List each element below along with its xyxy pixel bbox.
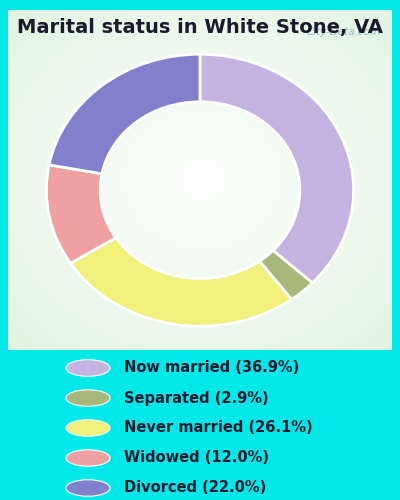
Circle shape [66, 480, 110, 496]
Circle shape [66, 450, 110, 466]
Text: Never married (26.1%): Never married (26.1%) [124, 420, 313, 436]
Text: Divorced (22.0%): Divorced (22.0%) [124, 480, 266, 496]
Wedge shape [46, 165, 116, 264]
Circle shape [66, 420, 110, 436]
Text: Widowed (12.0%): Widowed (12.0%) [124, 450, 269, 466]
Text: City-Data.com: City-Data.com [306, 27, 380, 37]
Text: Marital status in White Stone, VA: Marital status in White Stone, VA [17, 18, 383, 36]
Text: Now married (36.9%): Now married (36.9%) [124, 360, 299, 376]
Circle shape [66, 360, 110, 376]
Wedge shape [260, 250, 312, 300]
Text: Separated (2.9%): Separated (2.9%) [124, 390, 269, 406]
Circle shape [66, 390, 110, 406]
Wedge shape [200, 54, 354, 283]
Wedge shape [49, 54, 200, 174]
Wedge shape [70, 238, 292, 326]
